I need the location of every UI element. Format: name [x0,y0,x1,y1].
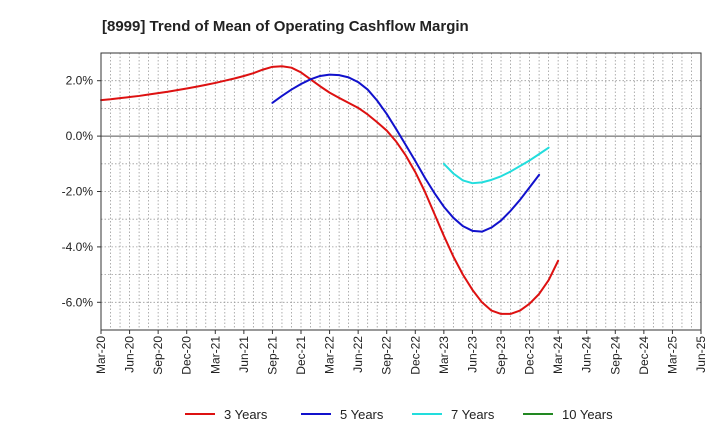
x-tick-label: Jun-22 [351,336,365,373]
y-tick-label: -4.0% [62,240,94,254]
x-tick-label: Sep-21 [265,336,279,375]
x-tick-label: Jun-21 [237,336,251,373]
x-tick-label: Mar-20 [94,336,108,374]
x-tick-label: Mar-22 [323,336,337,374]
series-line-7-years [442,146,550,185]
chart-title: [8999] Trend of Mean of Operating Cashfl… [102,18,469,35]
x-tick-label: Mar-23 [437,336,451,374]
x-tick-label: Dec-21 [294,336,308,375]
x-tick-label: Dec-23 [523,336,537,375]
x-tick-label: Sep-20 [151,336,165,375]
y-tick-label: 0.0% [66,129,94,143]
legend-label-10-years: 10 Years [562,407,613,422]
x-tick-label: Mar-25 [665,336,679,374]
plot-area [101,53,701,330]
x-tick-label: Dec-22 [408,336,422,375]
legend-label-3-years: 3 Years [224,407,268,422]
x-tick-label: Mar-24 [551,336,565,374]
plot-background [101,53,701,330]
x-tick-label: Dec-20 [180,336,194,375]
legend-label-5-years: 5 Years [340,407,384,422]
y-tick-label: -2.0% [62,185,94,199]
series-lines [100,65,560,315]
x-tick-label: Jun-20 [123,336,137,373]
legend-label-7-years: 7 Years [451,407,495,422]
series-line-5-years [271,73,541,233]
x-tick-label: Mar-21 [208,336,222,374]
x-axis-ticks: Mar-20 Jun-20 Sep-20 Dec-20 Mar-21 Jun-21 Sep-… [94,330,708,375]
y-axis-ticks: 2.0% 0.0% -2.0% -4.0% -6.0% [62,74,101,309]
x-tick-label: Sep-22 [380,336,394,375]
grid-lines [101,52,701,331]
y-tick-label: 2.0% [66,74,94,88]
x-tick-label: Dec-24 [637,336,651,375]
x-tick-label: Jun-24 [580,336,594,373]
x-tick-label: Jun-23 [465,336,479,373]
x-tick-label: Sep-23 [494,336,508,375]
legend: 3 Years 5 Years 7 Years 10 Years [185,407,613,422]
x-tick-label: Sep-24 [608,336,622,375]
y-tick-label: -6.0% [62,295,94,309]
series-line-3-years [100,65,560,315]
x-tick-label: Jun-25 [694,336,708,373]
